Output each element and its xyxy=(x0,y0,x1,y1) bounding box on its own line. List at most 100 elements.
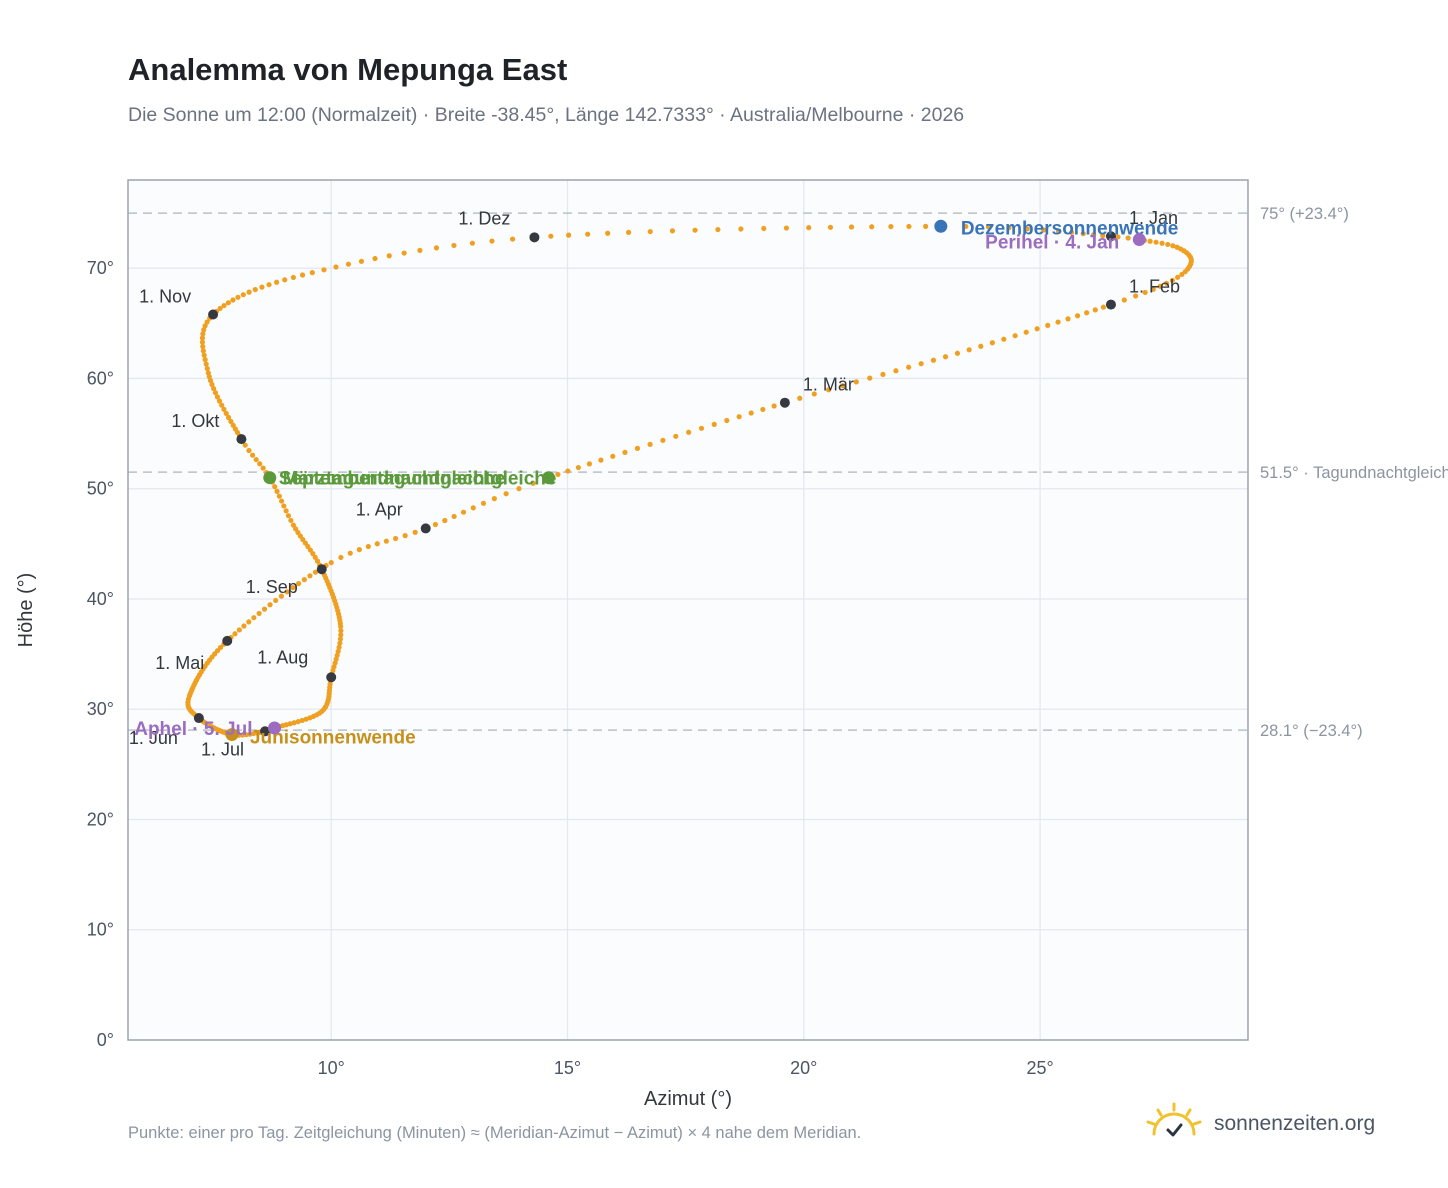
axis-ticks: 10° 15° 20° 25° 0° 10° 20° 30° 40° 50° 60° 70° xyxy=(87,258,1054,1078)
daily-point xyxy=(647,228,653,235)
daily-point xyxy=(893,368,899,374)
y-tick-label: 60° xyxy=(87,368,114,388)
daily-point xyxy=(278,593,284,599)
daily-point xyxy=(256,610,262,617)
daily-point xyxy=(216,398,223,404)
daily-point xyxy=(257,461,263,467)
daily-point xyxy=(451,242,457,249)
daily-point xyxy=(204,319,210,325)
x-axis-label: Azimut (°) xyxy=(644,1088,732,1110)
daily-point xyxy=(273,597,279,604)
daily-point xyxy=(1012,333,1018,339)
daily-point xyxy=(230,422,236,428)
daily-point xyxy=(1159,240,1165,246)
daily-point xyxy=(530,480,536,486)
daily-point xyxy=(299,272,306,278)
daily-point xyxy=(1092,307,1098,313)
daily-point xyxy=(605,230,611,236)
brand[interactable]: sonnenzeiten.org xyxy=(1146,1102,1375,1146)
daily-point xyxy=(246,619,252,625)
y-axis-label: Höhe (°) xyxy=(15,573,37,648)
month-marker xyxy=(1105,299,1116,310)
daily-point xyxy=(598,457,604,463)
daily-point xyxy=(1163,280,1170,286)
daily-point xyxy=(963,223,969,230)
month-label: 1. Jan xyxy=(1129,208,1178,228)
daily-point xyxy=(203,361,209,367)
daily-point xyxy=(480,500,487,506)
daily-point xyxy=(283,508,289,514)
daily-point xyxy=(827,224,834,230)
daily-point xyxy=(333,656,339,662)
daily-point xyxy=(321,267,327,273)
daily-point xyxy=(217,644,224,651)
event-marker xyxy=(267,721,281,735)
daily-point xyxy=(336,644,342,650)
daily-point xyxy=(585,231,591,237)
daily-point xyxy=(1090,232,1097,238)
footnote: Punkte: einer pro Tag. Zeitgleichung (Mi… xyxy=(128,1124,862,1142)
daily-point xyxy=(1034,326,1040,332)
daily-point xyxy=(715,226,721,233)
daily-point xyxy=(736,414,742,420)
daily-point xyxy=(230,297,236,303)
daily-point xyxy=(491,496,497,502)
daily-point xyxy=(205,370,211,376)
month-marker xyxy=(316,564,327,575)
daily-point xyxy=(1074,313,1081,319)
daily-point xyxy=(260,465,266,471)
daily-point xyxy=(930,357,937,363)
month-marker xyxy=(420,523,431,534)
daily-point xyxy=(278,498,285,504)
daily-point xyxy=(199,339,206,345)
daily-point xyxy=(839,383,846,389)
event-label: Dezembersonnenwende xyxy=(961,218,1179,239)
daily-point xyxy=(503,491,509,497)
daily-point xyxy=(1041,227,1047,233)
daily-point xyxy=(516,486,522,492)
daily-point xyxy=(266,282,272,288)
daily-point xyxy=(225,300,231,306)
reference-line-label: 75° (+23.4°) xyxy=(1260,205,1349,223)
daily-point xyxy=(451,513,457,520)
daily-point xyxy=(242,442,248,448)
daily-point xyxy=(1115,234,1121,240)
daily-point xyxy=(566,232,572,238)
event-marker xyxy=(542,471,556,485)
daily-point xyxy=(232,631,238,637)
daily-point xyxy=(209,381,215,388)
daily-point xyxy=(301,577,307,583)
daily-point xyxy=(253,456,259,463)
daily-point xyxy=(412,529,418,535)
daily-point xyxy=(1006,225,1012,231)
daily-point xyxy=(338,628,344,634)
daily-point xyxy=(274,488,280,494)
month-label: 1. Nov xyxy=(139,287,191,307)
daily-point xyxy=(1175,274,1181,280)
daily-point xyxy=(1055,319,1061,325)
daily-point xyxy=(1125,235,1131,241)
daily-point xyxy=(290,585,296,591)
daily-point xyxy=(565,468,571,474)
daily-point xyxy=(848,224,855,230)
daily-point xyxy=(295,719,301,725)
y-tick-label: 10° xyxy=(87,920,114,940)
daily-point xyxy=(267,602,273,608)
event-marker xyxy=(263,471,277,485)
daily-point xyxy=(374,541,380,547)
daily-point xyxy=(241,623,247,629)
daily-point xyxy=(386,253,392,259)
daily-point xyxy=(942,354,949,360)
daily-point xyxy=(906,364,912,370)
daily-point xyxy=(669,228,676,234)
daily-point xyxy=(252,286,258,293)
daily-point xyxy=(372,255,378,262)
reference-lines: 75° (+23.4°) 51.5° · Tagundnachtgleiche 28… xyxy=(128,205,1448,740)
daily-point xyxy=(281,503,287,509)
daily-point xyxy=(383,538,389,544)
daily-point xyxy=(692,227,698,233)
daily-point xyxy=(201,327,207,333)
daily-point xyxy=(259,284,265,290)
month-marker xyxy=(222,635,233,646)
daily-point xyxy=(246,447,252,454)
